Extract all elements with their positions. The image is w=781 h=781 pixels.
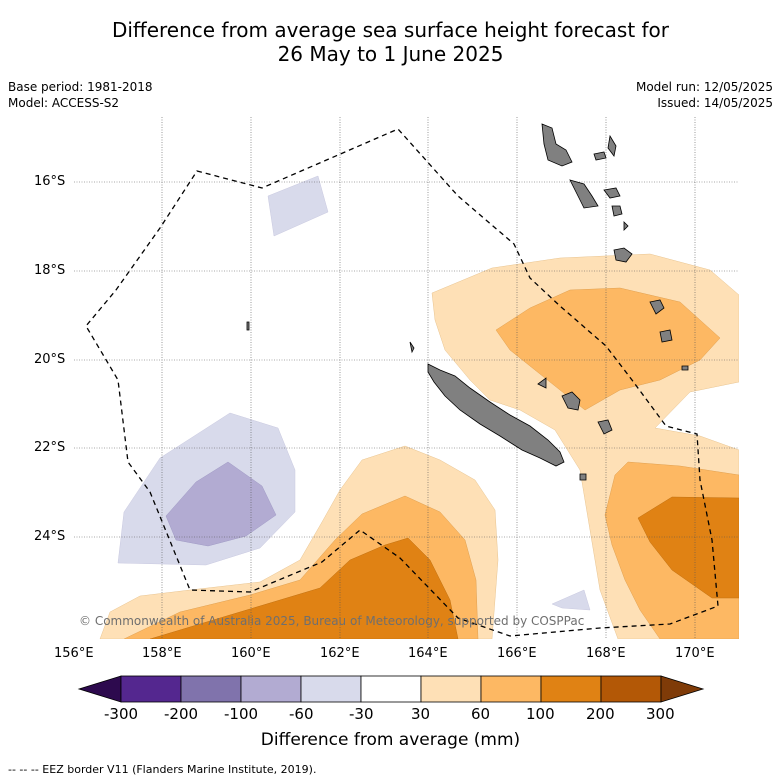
colorbar-tick-4: -60	[289, 705, 314, 723]
lon-label-166e: 166°E	[497, 646, 537, 661]
anomaly-region-neg30-north	[267, 175, 329, 237]
anomaly-region-pos100-southeast	[637, 496, 739, 599]
colorbar-swatch-1	[120, 675, 182, 703]
lat-label-16s: 16°S	[34, 174, 66, 189]
vanuatu-island-d	[613, 247, 633, 263]
title-line-1: Difference from average sea surface heig…	[111, 18, 670, 42]
colorbar-tick-5: -30	[349, 705, 374, 723]
lon-label-164e: 164°E	[408, 646, 448, 661]
vanuatu-island-b	[607, 134, 617, 157]
colorbar-swatch-9	[600, 675, 662, 703]
lon-label-162e: 162°E	[320, 646, 360, 661]
colorbar-tick-8: 100	[526, 705, 555, 723]
land-masses	[246, 123, 689, 481]
model-name: Model: ACCESS-S2	[8, 96, 120, 110]
vanuatu-efate	[603, 187, 621, 199]
chesterfield-island	[246, 321, 250, 331]
gridlines	[74, 117, 739, 639]
lat-label-24s: 24°S	[34, 529, 66, 544]
colorbar-swatch-5	[360, 675, 422, 703]
colorbar-swatch-8	[540, 675, 602, 703]
loyalty-island-1	[561, 391, 581, 411]
east-island-3	[681, 365, 689, 371]
model-run: Model run: 12/05/2025	[635, 80, 773, 94]
isle-of-pines	[579, 473, 587, 481]
vanuatu-island-e	[623, 221, 629, 231]
vanuatu-espiritu-santo	[541, 123, 573, 167]
lat-label-22s: 22°S	[34, 440, 66, 455]
loyalty-island-2	[597, 419, 613, 435]
map-area	[74, 117, 739, 639]
colorbar-tick-3: -100	[224, 705, 259, 723]
map-title: Difference from average sea surface heig…	[0, 18, 781, 66]
reef-island	[409, 341, 415, 354]
eez-legend-footer: -- -- -- EEZ border V11 (Flanders Marine…	[8, 763, 317, 776]
colorbar-swatch-6	[420, 675, 482, 703]
colorbar-tick-9: 200	[586, 705, 615, 723]
colorbar-label: Difference from average (mm)	[260, 730, 521, 750]
lat-label-18s: 18°S	[34, 263, 66, 278]
lon-label-158e: 158°E	[142, 646, 182, 661]
colorbar-tick-7: 60	[471, 705, 491, 723]
colorbar-swatch-3	[240, 675, 302, 703]
east-island-1	[649, 299, 665, 315]
colorbar-tick-2: -200	[164, 705, 199, 723]
colorbar-swatch-2	[180, 675, 242, 703]
colorbar-tick-10: 300	[646, 705, 675, 723]
issued-date: Issued: 14/05/2025	[657, 96, 773, 110]
anomaly-region-neg60-west	[165, 461, 277, 547]
colorbar-min-arrow	[77, 675, 122, 703]
loyalty-island-3	[537, 377, 547, 389]
colorbar	[77, 675, 705, 703]
eez-border	[85, 128, 719, 637]
copyright-notice: © Commonwealth of Australia 2025, Bureau…	[79, 614, 585, 628]
base-period: Base period: 1981-2018	[8, 80, 153, 94]
lon-label-168e: 168°E	[586, 646, 626, 661]
lon-label-160e: 160°E	[231, 646, 271, 661]
colorbar-tick-6: 30	[411, 705, 431, 723]
lon-label-170e: 170°E	[675, 646, 715, 661]
lon-label-156e: 156°E	[54, 646, 94, 661]
vanuatu-island-c	[611, 205, 623, 217]
east-island-2	[659, 329, 673, 343]
anomaly-region-neg30-south	[551, 589, 591, 611]
colorbar-max-arrow	[660, 675, 705, 703]
meta-right: Model run: 12/05/2025 Issued: 14/05/2025	[636, 79, 773, 111]
title-line-2: 26 May to 1 June 2025	[277, 42, 504, 66]
meta-left: Base period: 1981-2018 Model: ACCESS-S2	[8, 79, 153, 111]
colorbar-swatch-4	[300, 675, 362, 703]
vanuatu-malekula	[569, 179, 599, 209]
colorbar-tick-1: -300	[104, 705, 139, 723]
lat-label-20s: 20°S	[34, 352, 66, 367]
colorbar-swatch-7	[480, 675, 542, 703]
vanuatu-island-a	[593, 151, 607, 161]
new-caledonia-land	[427, 363, 565, 467]
